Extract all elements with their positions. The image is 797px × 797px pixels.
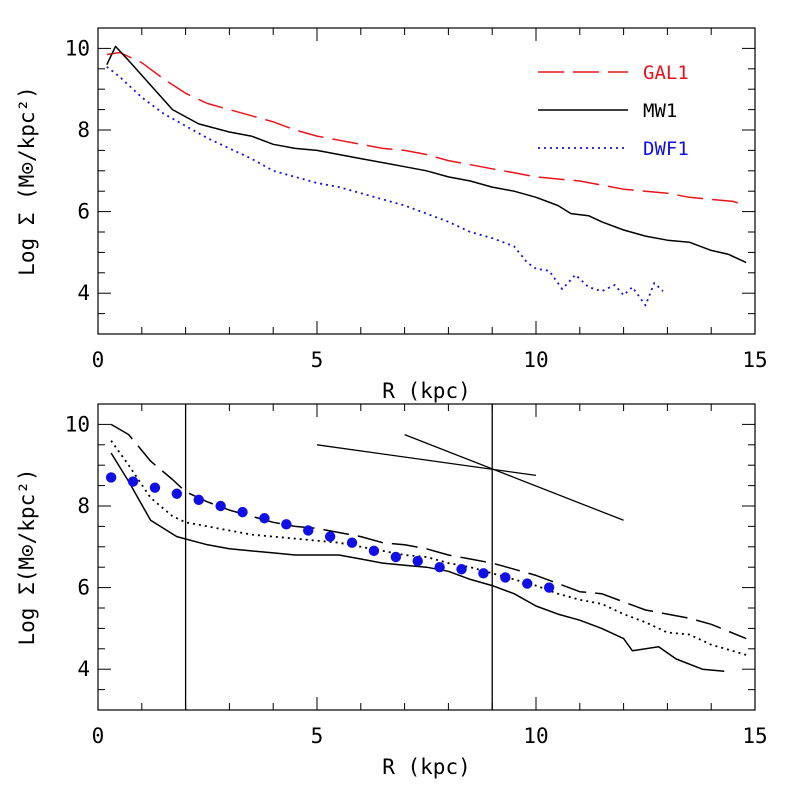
- y-tick-label: 4: [77, 657, 90, 681]
- x-tick-label: 10: [523, 724, 548, 748]
- legend-label-mw1: MW1: [643, 100, 677, 122]
- data-point: [500, 572, 511, 583]
- data-point: [149, 482, 161, 493]
- data-point: [522, 578, 533, 589]
- data-point: [368, 545, 380, 557]
- y-tick-label: 10: [65, 36, 90, 60]
- data-point: [324, 531, 336, 542]
- legend-label-gal1: GAL1: [643, 62, 689, 84]
- series-1-line: [110, 423, 747, 640]
- mw1-line: [106, 45, 747, 264]
- series-3-line: [110, 440, 747, 656]
- data-point: [281, 519, 292, 530]
- data-point: [456, 564, 467, 575]
- bottom-panel: 0 5 10 15 4 6 8 10 R (kpc) Log Σ(M⊙/kpc²): [15, 403, 768, 779]
- legend-label-dwf1: DWF1: [643, 138, 689, 160]
- x-tick-label: 0: [92, 724, 105, 748]
- x-tick-label: 5: [311, 724, 324, 748]
- x-tick-label: 0: [92, 348, 105, 372]
- data-point: [543, 582, 555, 593]
- data-point: [259, 513, 270, 524]
- x-tick-label: 15: [742, 724, 767, 748]
- dwf1-line: [106, 66, 664, 307]
- data-point: [303, 525, 314, 536]
- y-tick-label: 4: [77, 281, 90, 305]
- data-point: [127, 476, 139, 487]
- y-tick-label: 6: [77, 576, 90, 600]
- plot-area: [106, 45, 747, 307]
- x-tick-label: 5: [311, 348, 324, 372]
- slope-line: [404, 433, 624, 521]
- y-tick-label: 8: [77, 494, 90, 518]
- y-axis-title: Log Σ(M⊙/kpc²): [15, 468, 39, 645]
- y-tick-label: 10: [65, 412, 90, 436]
- x-axis-title: R (kpc): [382, 379, 471, 403]
- y-tick-label: 6: [77, 200, 90, 224]
- y-tick-label: 8: [77, 118, 90, 142]
- data-point: [193, 494, 204, 506]
- data-point: [390, 551, 402, 563]
- data-point: [237, 506, 248, 518]
- y-axis-title: Log Σ (M⊙/kpc²): [15, 86, 39, 276]
- x-tick-label: 15: [742, 348, 767, 372]
- data-point: [434, 562, 445, 573]
- plot-frame: [97, 403, 756, 711]
- x-axis-title: R (kpc): [382, 755, 471, 779]
- data-point: [215, 500, 226, 512]
- gal1-line: [106, 51, 747, 207]
- data-point: [478, 568, 489, 579]
- data-point: [412, 555, 423, 567]
- x-tick-label: 10: [523, 348, 548, 372]
- slope-line: [316, 444, 537, 477]
- plot-area: [105, 404, 747, 710]
- data-point: [105, 472, 117, 483]
- top-panel: 0 5 10 15 4 6 8 10 R (kpc) Log Σ (M⊙/kpc²) GAL1 MW1…: [15, 27, 768, 403]
- data-point: [171, 488, 183, 499]
- plot-frame: [97, 27, 756, 335]
- series-2-line: [110, 452, 725, 672]
- data-point: [346, 537, 358, 548]
